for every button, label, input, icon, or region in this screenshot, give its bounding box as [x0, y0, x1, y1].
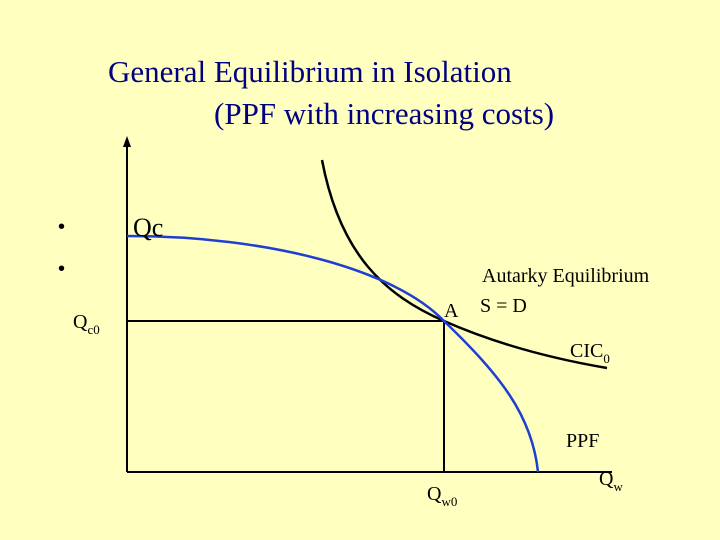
point-a-label: A	[444, 300, 459, 322]
axes	[123, 136, 612, 473]
ppf-label: PPF	[566, 430, 599, 452]
bullet-1: •	[58, 216, 66, 238]
y-axis-arrowhead	[123, 136, 131, 147]
slide-title-line-2: (PPF with increasing costs)	[214, 96, 555, 131]
x-axis-label: Qw	[599, 468, 623, 494]
qc0-label: Qc0	[73, 311, 100, 337]
qw0-label: Qw0	[427, 483, 457, 509]
cic0-curve	[320, 159, 608, 370]
supply-equals-demand-label: S = D	[480, 295, 527, 317]
slide-title-line-1: General Equilibrium in Isolation	[108, 54, 512, 89]
y-axis-label: Qc	[133, 213, 163, 242]
bullet-2: •	[58, 258, 66, 280]
ppf-curve	[126, 234, 540, 473]
cic0-label: CIC0	[570, 340, 610, 366]
autarky-equilibrium-label: Autarky Equilibrium	[482, 265, 650, 287]
